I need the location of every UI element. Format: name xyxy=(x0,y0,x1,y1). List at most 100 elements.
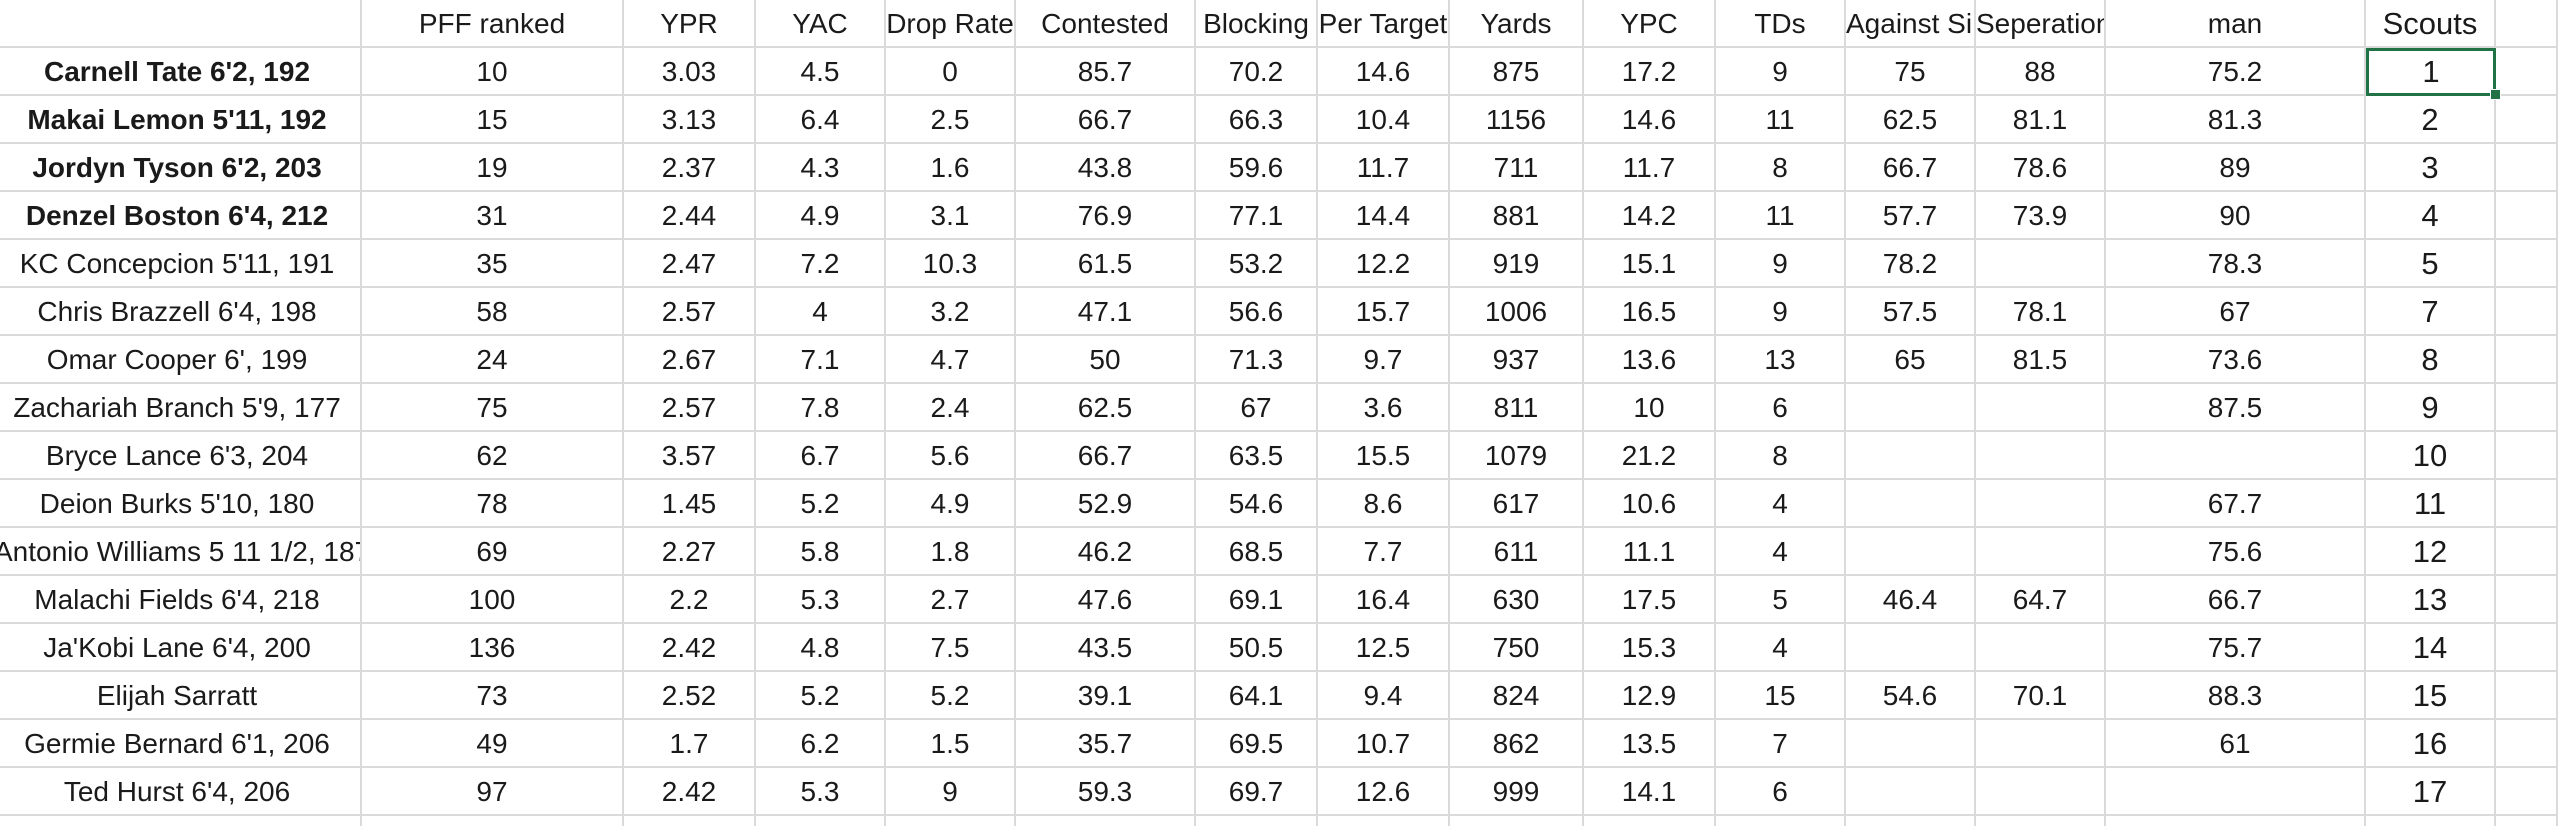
scouts-rank-cell[interactable]: 11 xyxy=(2366,480,2496,528)
data-cell[interactable]: 1.8 xyxy=(886,528,1016,576)
header-cell[interactable]: Contested xyxy=(1016,0,1196,48)
data-cell[interactable]: 66.3 xyxy=(1196,96,1318,144)
player-name-cell[interactable]: Elijah Sarratt xyxy=(0,672,362,720)
data-cell[interactable] xyxy=(2106,816,2366,826)
data-cell[interactable]: 67.7 xyxy=(2106,480,2366,528)
data-cell[interactable]: 1156 xyxy=(1450,96,1584,144)
data-cell[interactable] xyxy=(2496,576,2558,624)
data-cell[interactable]: 9 xyxy=(1716,48,1846,96)
header-cell[interactable]: Seperation xyxy=(1976,0,2106,48)
data-cell[interactable]: 4 xyxy=(1716,528,1846,576)
scouts-rank-cell[interactable]: 3 xyxy=(2366,144,2496,192)
data-cell[interactable]: 53.2 xyxy=(1196,240,1318,288)
data-cell[interactable] xyxy=(2496,624,2558,672)
data-cell[interactable]: 4.3 xyxy=(756,144,886,192)
data-cell[interactable]: 10 xyxy=(362,48,624,96)
data-cell[interactable]: 11 xyxy=(1716,192,1846,240)
data-cell[interactable]: 881 xyxy=(1450,192,1584,240)
data-cell[interactable]: 5.2 xyxy=(756,480,886,528)
data-cell[interactable]: 6.4 xyxy=(756,96,886,144)
scouts-rank-cell[interactable]: 4 xyxy=(2366,192,2496,240)
data-cell[interactable]: 68.5 xyxy=(1196,528,1318,576)
data-cell[interactable] xyxy=(886,816,1016,826)
data-cell[interactable]: 77.1 xyxy=(1196,192,1318,240)
data-cell[interactable]: 15.3 xyxy=(1584,624,1716,672)
data-cell[interactable]: 5.3 xyxy=(756,768,886,816)
data-cell[interactable]: 2.42 xyxy=(624,768,756,816)
data-cell[interactable]: 59.6 xyxy=(1196,144,1318,192)
fill-handle[interactable] xyxy=(2490,89,2501,100)
data-cell[interactable]: 15.1 xyxy=(1584,240,1716,288)
data-cell[interactable]: 8.6 xyxy=(1318,480,1450,528)
player-name-cell[interactable]: Denzel Boston 6'4, 212 xyxy=(0,192,362,240)
data-cell[interactable]: 4 xyxy=(1716,480,1846,528)
header-cell[interactable]: Blocking xyxy=(1196,0,1318,48)
data-cell[interactable]: 5.6 xyxy=(886,432,1016,480)
data-cell[interactable]: 14.6 xyxy=(1584,96,1716,144)
data-cell[interactable]: 14.6 xyxy=(1318,48,1450,96)
data-cell[interactable]: 15 xyxy=(1716,672,1846,720)
data-cell[interactable]: 57.7 xyxy=(1846,192,1976,240)
data-cell[interactable]: 90 xyxy=(2106,192,2366,240)
data-cell[interactable]: 31 xyxy=(362,192,624,240)
header-cell[interactable]: PFF ranked xyxy=(362,0,624,48)
data-cell[interactable] xyxy=(1716,816,1846,826)
header-cell[interactable]: Per Target xyxy=(1318,0,1450,48)
data-cell[interactable]: 15 xyxy=(362,96,624,144)
data-cell[interactable]: 11.7 xyxy=(1318,144,1450,192)
data-cell[interactable]: 88.3 xyxy=(2106,672,2366,720)
player-name-cell[interactable]: Deion Burks 5'10, 180 xyxy=(0,480,362,528)
data-cell[interactable]: 862 xyxy=(1450,720,1584,768)
data-cell[interactable]: 617 xyxy=(1450,480,1584,528)
data-cell[interactable] xyxy=(1976,480,2106,528)
data-cell[interactable]: 14.4 xyxy=(1318,192,1450,240)
data-cell[interactable]: 50.5 xyxy=(1196,624,1318,672)
data-cell[interactable]: 67 xyxy=(1196,384,1318,432)
data-cell[interactable]: 7.8 xyxy=(756,384,886,432)
data-cell[interactable]: 0 xyxy=(886,48,1016,96)
data-cell[interactable]: 46.4 xyxy=(1846,576,1976,624)
player-name-cell[interactable]: Malachi Fields 6'4, 218 xyxy=(0,576,362,624)
data-cell[interactable]: 2.44 xyxy=(624,192,756,240)
data-cell[interactable]: 81.3 xyxy=(2106,96,2366,144)
player-name-cell[interactable]: Ted Hurst 6'4, 206 xyxy=(0,768,362,816)
data-cell[interactable]: 6 xyxy=(1716,384,1846,432)
data-cell[interactable]: 11 xyxy=(1716,96,1846,144)
data-cell[interactable]: 12.6 xyxy=(1318,768,1450,816)
data-cell[interactable]: 73 xyxy=(362,672,624,720)
data-cell[interactable]: 3.2 xyxy=(886,288,1016,336)
player-name-cell[interactable]: Ja'Kobi Lane 6'4, 200 xyxy=(0,624,362,672)
data-cell[interactable]: 937 xyxy=(1450,336,1584,384)
data-cell[interactable] xyxy=(2496,336,2558,384)
data-cell[interactable]: 6.7 xyxy=(756,432,886,480)
data-cell[interactable] xyxy=(1846,768,1976,816)
data-cell[interactable]: 47.1 xyxy=(1016,288,1196,336)
data-cell[interactable]: 75 xyxy=(1846,48,1976,96)
data-cell[interactable]: 12.9 xyxy=(1584,672,1716,720)
data-cell[interactable] xyxy=(2496,96,2558,144)
data-cell[interactable]: 81.5 xyxy=(1976,336,2106,384)
data-cell[interactable]: 2.42 xyxy=(624,624,756,672)
data-cell[interactable]: 11.1 xyxy=(1584,528,1716,576)
data-cell[interactable]: 811 xyxy=(1450,384,1584,432)
data-cell[interactable]: 3.03 xyxy=(624,48,756,96)
data-cell[interactable]: 87.5 xyxy=(2106,384,2366,432)
data-cell[interactable]: 3.57 xyxy=(624,432,756,480)
player-name-cell[interactable]: Zachariah Branch 5'9, 177 xyxy=(0,384,362,432)
data-cell[interactable]: 2.7 xyxy=(886,576,1016,624)
data-cell[interactable] xyxy=(2496,816,2558,826)
data-cell[interactable]: 75.7 xyxy=(2106,624,2366,672)
data-cell[interactable] xyxy=(1016,816,1196,826)
data-cell[interactable]: 2.47 xyxy=(624,240,756,288)
data-cell[interactable]: 2.5 xyxy=(886,96,1016,144)
player-name-cell[interactable]: Jordyn Tyson 6'2, 203 xyxy=(0,144,362,192)
header-cell[interactable] xyxy=(2496,0,2558,48)
data-cell[interactable]: 69.1 xyxy=(1196,576,1318,624)
data-cell[interactable]: 2.4 xyxy=(886,384,1016,432)
data-cell[interactable]: 1.45 xyxy=(624,480,756,528)
data-cell[interactable]: 64.7 xyxy=(1976,576,2106,624)
data-cell[interactable]: 66.7 xyxy=(1016,96,1196,144)
player-name-cell[interactable]: KC Concepcion 5'11, 191 xyxy=(0,240,362,288)
data-cell[interactable]: 62.5 xyxy=(1016,384,1196,432)
data-cell[interactable] xyxy=(2496,144,2558,192)
